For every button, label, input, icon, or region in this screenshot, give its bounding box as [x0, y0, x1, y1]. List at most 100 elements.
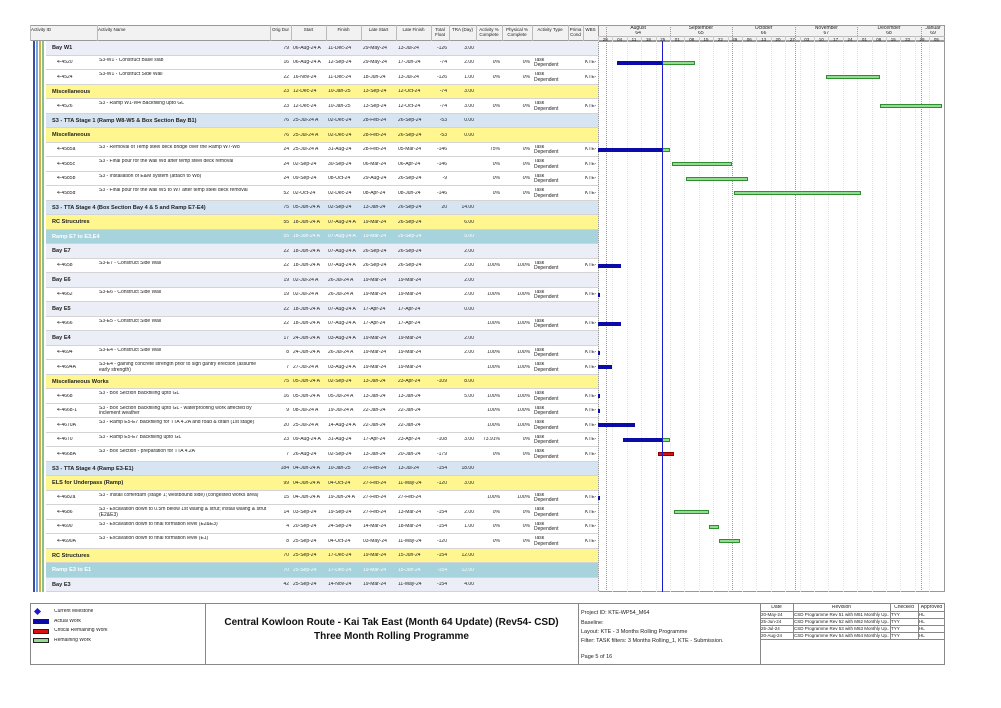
cell: 75	[283, 205, 289, 210]
cell: 0.00	[464, 118, 474, 123]
cell: 07-Aug-24 A	[328, 263, 356, 268]
week-gridline	[698, 41, 700, 592]
cell: S3 - Excavation down to final formation …	[99, 536, 209, 541]
cell: 4-4585a	[57, 147, 76, 152]
revision-divider	[793, 603, 794, 639]
cell: 100%	[517, 393, 530, 399]
cell: 05-Jun-24 A	[293, 379, 320, 384]
week-label: 01	[861, 36, 867, 42]
cell: 76	[283, 118, 289, 123]
cell: 29-Aug-24	[363, 176, 387, 181]
cell: 4-4585c	[57, 161, 76, 167]
cell: 17-Dec-24	[328, 553, 352, 558]
cell: 04-Oct-24	[328, 480, 351, 486]
cell: 26-Sep-24	[398, 176, 422, 181]
cell: 8.00	[464, 379, 474, 384]
column-divider	[30, 25, 31, 41]
remaining-bar	[686, 176, 749, 181]
cell: S3-E5 - Construct Side Wall	[99, 318, 162, 324]
cell: 25-Sep-24	[293, 582, 317, 587]
remaining-bar	[709, 524, 720, 529]
cell: 19-Mar-24	[363, 582, 387, 587]
cell: 30-Sep-24	[328, 161, 352, 167]
cell: 02-Sep-24	[328, 451, 352, 457]
cell: 100%	[487, 364, 500, 370]
cell: 4-4694	[57, 350, 73, 355]
row	[46, 244, 598, 259]
cell: 1.00	[464, 524, 474, 529]
week-label: 08	[689, 36, 695, 42]
column-divider	[532, 25, 533, 41]
column-header: Activity % Complete	[479, 27, 499, 37]
cell: 4-4666	[57, 321, 73, 326]
revision-divider	[890, 603, 891, 639]
revision-rule	[760, 632, 945, 633]
cell: 13-Jul-24	[398, 466, 419, 471]
group-name: Bay E6	[52, 277, 71, 283]
column-header: TRA (Day)	[451, 27, 473, 32]
cell: 16-Nov-24	[293, 74, 317, 80]
cell: 70	[283, 553, 289, 558]
cell: 26-Aug-24	[293, 451, 317, 457]
cell: 27-Jul-24 A	[293, 364, 319, 370]
cell: 12-Sep-24	[328, 60, 352, 65]
cell: -53	[439, 118, 447, 123]
cell: 0%	[492, 74, 500, 80]
cell: 27-Feb-24	[363, 495, 387, 500]
revision-cell: HL	[919, 619, 925, 624]
legend-swatch	[33, 619, 49, 624]
legend-label: Critical Remaining Work	[54, 628, 108, 633]
cell: -146	[436, 190, 447, 196]
remaining-bar	[733, 191, 862, 195]
cell: 14	[283, 509, 289, 515]
cell: Task Dependent	[534, 101, 559, 112]
cell: 02-Sep-24	[293, 161, 317, 167]
group-name: Bay E7	[52, 248, 71, 254]
remaining-bar	[672, 162, 732, 166]
week-label: 24	[847, 36, 853, 42]
cell: 12.00	[461, 567, 474, 573]
week-gridline	[598, 41, 599, 592]
row	[46, 520, 598, 534]
cell: 25-Sep-24	[293, 538, 317, 544]
cell: 0%	[522, 74, 530, 80]
column-divider	[97, 25, 98, 41]
project-info: Baseline:	[581, 620, 604, 626]
cell: 13-Jan-24	[363, 379, 386, 384]
cell: 22-Jan-24	[398, 422, 421, 428]
month-name: November	[814, 26, 838, 31]
cell: 20-Jan-24	[398, 451, 421, 457]
week-gridline	[612, 41, 614, 592]
cell: 19	[283, 277, 289, 283]
cell: 02-Sep-24	[328, 379, 352, 384]
cell: 100%	[517, 292, 530, 297]
column-divider	[583, 25, 584, 41]
week-gridline	[742, 41, 743, 592]
column-divider	[361, 25, 362, 41]
revision-cell: HL	[919, 633, 925, 638]
row	[46, 505, 598, 520]
cell: 17-Apr-24	[398, 321, 421, 326]
actual-bar	[598, 350, 600, 355]
cell: S3 - Final pour for the wall W8 after te…	[99, 159, 234, 164]
cell: 16	[283, 393, 289, 399]
cell: 19-Jul-24 A	[328, 408, 354, 413]
month-number: 64	[635, 31, 641, 36]
week-divider	[626, 36, 628, 41]
cell: KTE-\	[585, 147, 596, 152]
row	[46, 360, 598, 375]
cell: Task Dependent	[534, 318, 559, 329]
cell: 08-Oct-24	[328, 176, 351, 181]
cell: 27-Feb-24	[363, 509, 387, 515]
cell: 4-4668	[57, 393, 73, 399]
cell: 04-Oct-24	[328, 538, 351, 544]
remaining-bar	[674, 510, 710, 514]
cell: 08-Jun-24	[398, 190, 421, 196]
cell: 26-Jul-24 A	[328, 350, 354, 355]
cell: -126	[436, 45, 447, 51]
cell: Task Dependent	[534, 449, 559, 460]
cell: -154	[436, 509, 447, 515]
row	[46, 113, 598, 128]
cell: 5.00	[464, 393, 474, 399]
cell: 4-4668-1	[57, 408, 78, 413]
